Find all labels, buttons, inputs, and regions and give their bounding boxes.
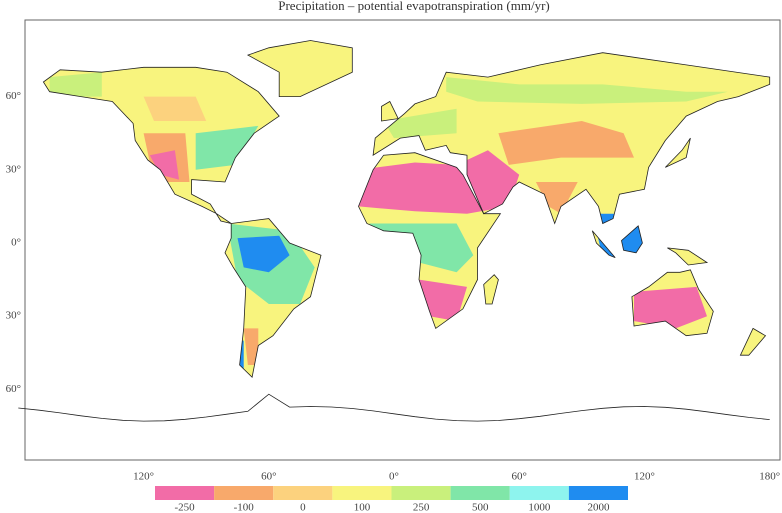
lon-label: 120°: [634, 471, 655, 483]
colorbar-label: 2000: [587, 502, 610, 513]
colorbar-label: 100: [354, 502, 371, 513]
climate-zone: [498, 121, 634, 165]
antarctica-coast: [18, 393, 770, 422]
colorbar-label: -100: [234, 502, 255, 513]
coastlines: [18, 40, 771, 422]
coastline: [246, 40, 353, 97]
lat-label: 30°: [6, 310, 21, 322]
lon-label: 60°: [261, 471, 276, 483]
colorbar-label: 1000: [528, 502, 551, 513]
colorbar-segment: [391, 486, 451, 500]
climate-zones: [49, 72, 728, 370]
colorbar-label: -250: [174, 502, 195, 513]
land-mass: [667, 247, 707, 265]
land-mass: [665, 138, 691, 168]
coastline: [224, 218, 322, 379]
climate-zone: [446, 77, 728, 104]
lat-label: 60°: [6, 383, 21, 395]
coastline: [631, 269, 714, 337]
colorbar-segment: [273, 486, 333, 500]
lat-label: 30°: [6, 163, 21, 175]
colorbar-label: 250: [413, 502, 430, 513]
lon-label: 120°: [133, 471, 154, 483]
axis-labels: 60° 30° 0° 30° 60° 120° 60° 0° 60° 120° 180°: [6, 90, 781, 482]
colorbar-segment: [214, 486, 274, 500]
lon-label: 180°: [759, 471, 780, 483]
coastline: [483, 274, 499, 305]
coastline: [42, 66, 280, 224]
climate-zone: [535, 182, 578, 214]
coastline: [621, 225, 643, 254]
climate-zone: [243, 328, 259, 365]
lon-label: 60°: [512, 471, 527, 483]
colorbar-segment: [568, 486, 628, 500]
climate-zone: [149, 150, 179, 180]
coastline: [372, 52, 771, 225]
coastline: [358, 152, 502, 330]
climate-zone: [383, 108, 457, 139]
land-mass: [483, 274, 499, 304]
colorbar-label: 500: [472, 502, 489, 513]
climate-zone: [358, 150, 520, 214]
colorbar-segment: [332, 486, 392, 500]
coastline: [591, 230, 616, 258]
coastline: [739, 327, 767, 356]
map-title: Precipitation – potential evapotranspira…: [278, 0, 549, 13]
land-mass: [247, 40, 353, 97]
climate-zone: [195, 125, 259, 170]
climate-zone: [634, 286, 707, 329]
land-mass: [740, 328, 766, 356]
map-frame: [24, 19, 781, 461]
climate-zone: [237, 235, 290, 273]
lat-label: 60°: [6, 90, 21, 102]
climate-zone: [143, 96, 207, 121]
coastline: [381, 100, 399, 122]
climate-zone: [49, 72, 102, 97]
colorbar-segment: [509, 486, 569, 500]
colorbar-segment: [450, 486, 510, 500]
colorbar: -250 -100 0 100 250 500 1000 2000: [155, 486, 628, 513]
colorbar-segment: [155, 486, 215, 500]
colorbar-label: 0: [300, 502, 306, 513]
climate-zone: [419, 279, 467, 322]
coastline: [667, 247, 709, 266]
land-mass: [381, 101, 399, 121]
lon-label: 0°: [389, 471, 399, 483]
lat-label: 0°: [11, 237, 21, 249]
coastline: [665, 137, 691, 168]
